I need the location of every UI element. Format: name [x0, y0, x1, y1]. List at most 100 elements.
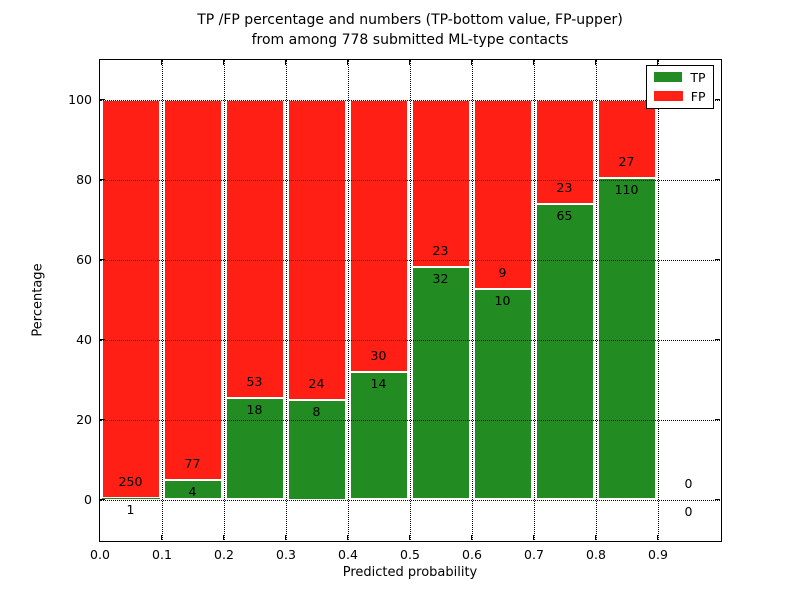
vertical-gridline [347, 59, 349, 540]
y-tick-label: 0 [84, 492, 92, 507]
fp-bar-segment [473, 99, 532, 289]
fp-count-label: 27 [618, 154, 635, 170]
chart-title-line1: TP /FP percentage and numbers (TP-bottom… [197, 12, 623, 28]
x-tick-mark [408, 59, 411, 65]
x-tick-mark [284, 534, 287, 540]
horizontal-gridline [99, 99, 720, 101]
tp-count-label: 0 [684, 503, 693, 519]
fp-bar-segment [101, 99, 160, 498]
x-tick-label: 0.8 [586, 547, 606, 562]
x-tick-label: 0.0 [90, 547, 110, 562]
y-tick-mark [99, 498, 105, 501]
fp-count-label: 250 [118, 473, 143, 489]
x-tick-mark [284, 59, 287, 65]
x-tick-mark [222, 534, 225, 540]
x-tick-label: 0.3 [276, 547, 296, 562]
x-tick-mark [470, 534, 473, 540]
x-tick-mark [160, 534, 163, 540]
tp-bar-segment [349, 372, 408, 500]
y-tick-mark [99, 258, 105, 261]
x-tick-mark [408, 534, 411, 540]
x-axis-label: Predicted probability [342, 565, 478, 580]
tp-count-label: 32 [432, 270, 449, 286]
fp-count-label: 23 [556, 180, 573, 196]
fp-bar-segment [163, 99, 222, 480]
x-tick-mark [594, 534, 597, 540]
y-tick-label: 60 [76, 252, 92, 267]
y-tick-mark [714, 178, 720, 181]
tp-count-label: 110 [614, 182, 639, 198]
tp-bar-segment [101, 497, 160, 500]
vertical-gridline [285, 59, 287, 540]
x-tick-label: 0.4 [338, 547, 358, 562]
fp-count-label: 53 [246, 374, 263, 390]
x-tick-mark [470, 59, 473, 65]
y-tick-mark [99, 98, 105, 101]
fp-count-label: 24 [308, 375, 325, 391]
tp-legend-label: TP [690, 69, 706, 85]
vertical-gridline [161, 59, 163, 540]
vertical-gridline [223, 59, 225, 540]
fp-legend-swatch [653, 91, 683, 101]
chart-title: TP /FP percentage and numbers (TP-bottom… [90, 10, 730, 50]
tp-count-label: 4 [188, 483, 197, 499]
fp-count-label: 23 [432, 242, 449, 258]
y-tick-mark [714, 338, 720, 341]
legend-item-tp: TP [653, 69, 706, 85]
chart-title-line2: from among 778 submitted ML-type contact… [251, 32, 569, 48]
x-tick-mark [346, 534, 349, 540]
fp-count-label: 9 [498, 264, 507, 280]
x-tick-mark [656, 534, 659, 540]
tp-bar-segment [225, 398, 284, 500]
tp-bar-segment [287, 399, 346, 500]
x-tick-label: 0.1 [152, 547, 172, 562]
vertical-gridline [657, 59, 659, 540]
x-tick-mark [98, 59, 101, 65]
legend: TP FP [645, 64, 714, 109]
fp-bar-segment [349, 99, 408, 373]
tp-count-label: 18 [246, 402, 263, 418]
fp-bar-segment [597, 99, 656, 179]
x-tick-mark [532, 534, 535, 540]
vertical-gridline [471, 59, 473, 540]
x-tick-mark [98, 534, 101, 540]
tp-count-label: 65 [556, 208, 573, 224]
y-tick-label: 40 [76, 332, 92, 347]
vertical-gridline [533, 59, 535, 540]
tp-bar-segment [163, 479, 222, 500]
tp-legend-swatch [653, 72, 683, 82]
y-tick-mark [99, 178, 105, 181]
vertical-gridline [595, 59, 597, 540]
fp-count-label: 30 [370, 348, 387, 364]
x-tick-label: 0.7 [524, 547, 544, 562]
x-tick-mark [222, 59, 225, 65]
fp-bar-segment [411, 99, 470, 267]
plot-area: TP FP 250 1 77 4 53 18 24 8 30 14 23 32 9 10 23 65 27 110… [98, 58, 722, 542]
fp-bar-segment [535, 99, 594, 205]
x-tick-mark [656, 59, 659, 65]
y-axis-label: Percentage [30, 263, 46, 337]
horizontal-gridline [99, 179, 720, 181]
tp-count-label: 1 [126, 501, 135, 517]
x-tick-label: 0.2 [214, 547, 234, 562]
x-tick-label: 0.9 [648, 547, 668, 562]
tp-bar-segment [473, 288, 532, 500]
legend-item-fp: FP [653, 88, 706, 104]
fp-legend-label: FP [690, 88, 706, 104]
horizontal-gridline [99, 419, 720, 421]
horizontal-gridline [99, 259, 720, 261]
x-tick-mark [160, 59, 163, 65]
x-tick-label: 0.6 [462, 547, 482, 562]
tp-count-label: 14 [370, 376, 387, 392]
y-tick-label: 100 [68, 92, 92, 107]
fp-bar-segment [225, 99, 284, 399]
tp-bar-segment [411, 266, 470, 500]
vertical-gridline [409, 59, 411, 540]
fp-count-label: 77 [184, 455, 201, 471]
x-tick-mark [532, 59, 535, 65]
y-tick-label: 20 [76, 412, 92, 427]
tp-bar-segment [535, 204, 594, 500]
y-tick-mark [714, 498, 720, 501]
y-tick-mark [714, 418, 720, 421]
